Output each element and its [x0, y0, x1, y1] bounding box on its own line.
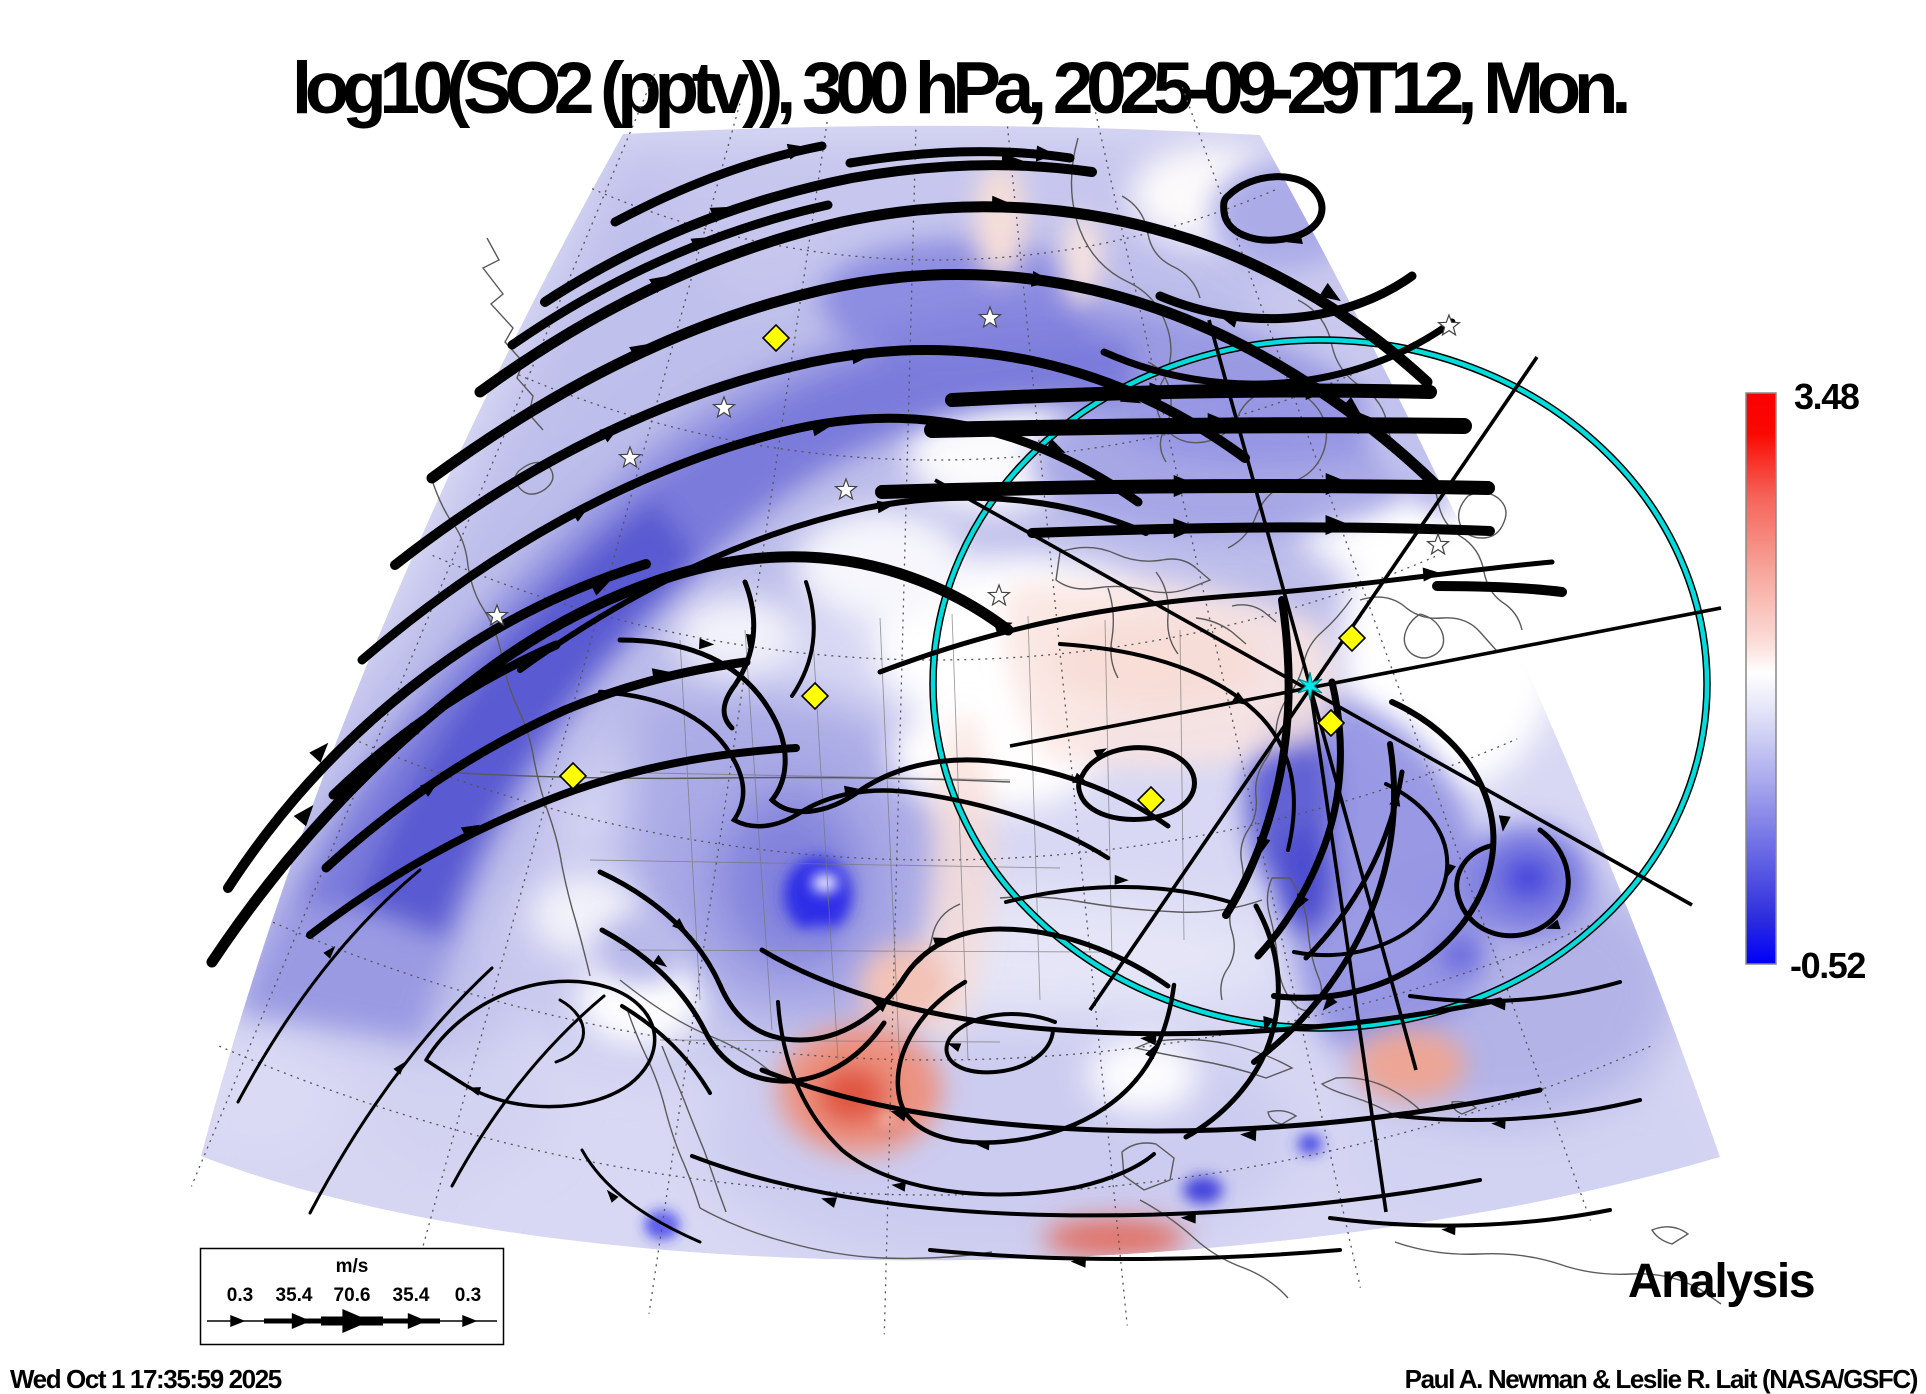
svg-text:70.6: 70.6 — [334, 1285, 371, 1306]
svg-text:0.3: 0.3 — [455, 1285, 481, 1306]
svg-text:Wed Oct 1 17:35:59 2025: Wed Oct 1 17:35:59 2025 — [10, 1364, 282, 1394]
svg-text:log10(SO2 (pptv)), 300 hPa, 20: log10(SO2 (pptv)), 300 hPa, 2025-09-29T1… — [292, 48, 1627, 129]
svg-text:Paul A. Newman & Leslie R. Lai: Paul A. Newman & Leslie R. Lait (NASA/GS… — [1405, 1364, 1918, 1394]
svg-text:m/s: m/s — [336, 1256, 369, 1277]
svg-text:3.48: 3.48 — [1794, 376, 1859, 417]
svg-text:0.3: 0.3 — [227, 1285, 253, 1306]
svg-text:-0.52: -0.52 — [1790, 945, 1865, 986]
svg-text:35.4: 35.4 — [276, 1285, 313, 1306]
svg-text:Analysis: Analysis — [1628, 1255, 1814, 1308]
svg-text:35.4: 35.4 — [393, 1285, 430, 1306]
